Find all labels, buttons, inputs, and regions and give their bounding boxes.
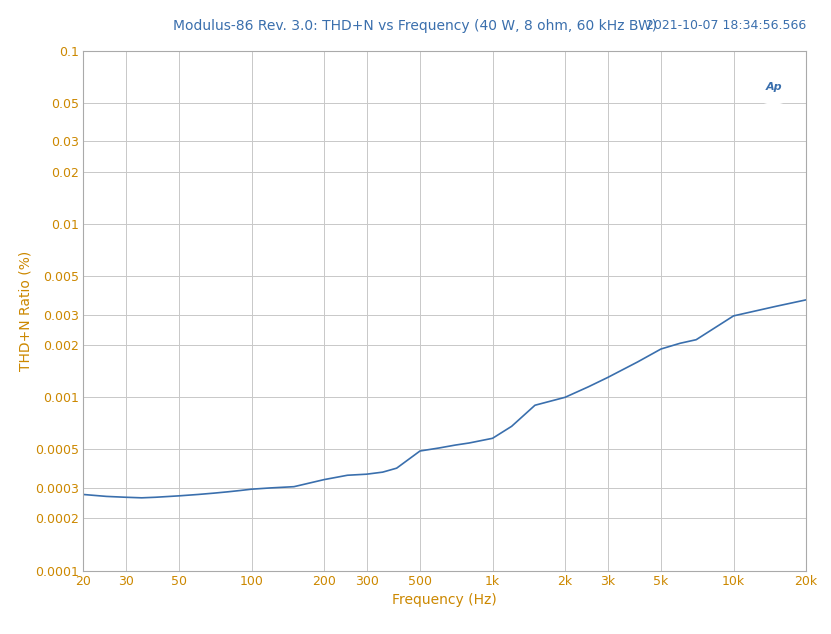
- X-axis label: Frequency (Hz): Frequency (Hz): [392, 593, 497, 607]
- Text: 2021-10-07 18:34:56.566: 2021-10-07 18:34:56.566: [646, 19, 806, 32]
- Y-axis label: THD+N Ratio (%): THD+N Ratio (%): [18, 250, 32, 371]
- Text: Ap: Ap: [765, 82, 782, 92]
- Text: Modulus-86 Rev. 3.0: THD+N vs Frequency (40 W, 8 ohm, 60 kHz BW): Modulus-86 Rev. 3.0: THD+N vs Frequency …: [174, 19, 657, 33]
- Circle shape: [750, 70, 797, 104]
